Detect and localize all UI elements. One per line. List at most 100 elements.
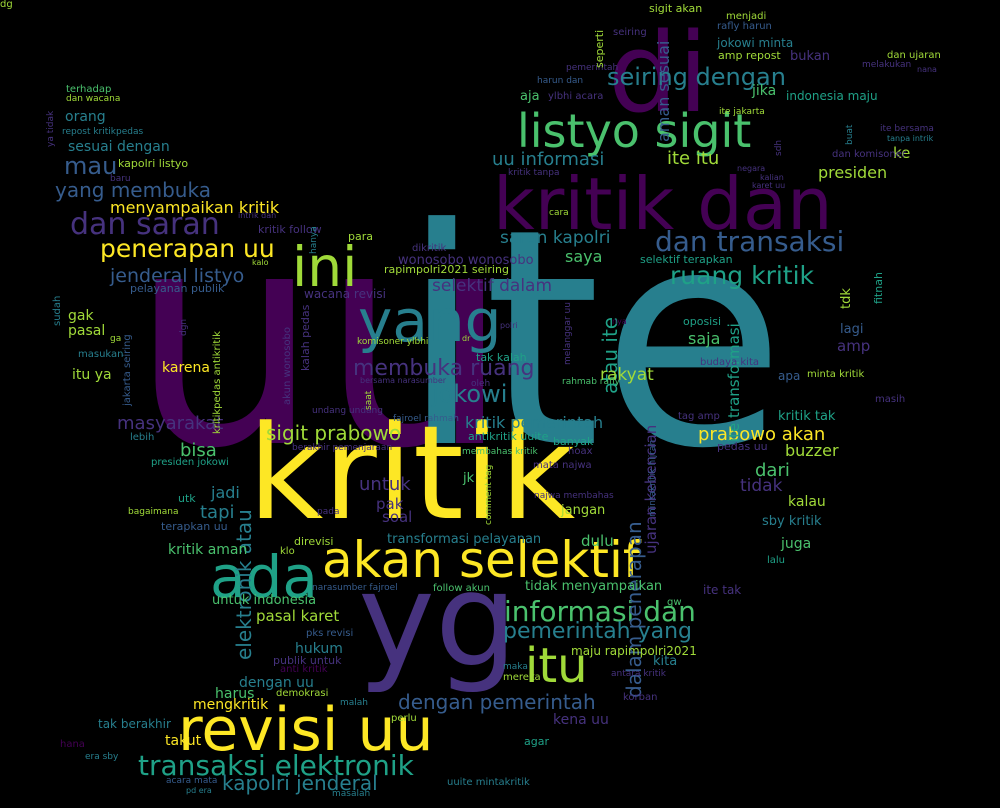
cloud-word-repost-kritikpedas: repost kritikpedas (62, 127, 144, 137)
cloud-word-amp: amp (837, 337, 871, 355)
cloud-word-ite-itu: ite itu (667, 148, 720, 169)
cloud-word-tdk: tdk (839, 288, 854, 310)
cloud-word-itu: itu (525, 638, 588, 694)
cloud-word-ylbhi-acara: ylbhi acara (548, 91, 604, 102)
cloud-word-utk: utk (178, 492, 196, 505)
cloud-word-hoax: hoax (568, 446, 593, 457)
cloud-word-listyo-sigit: listyo sigit (517, 104, 752, 158)
cloud-word-aman-sesuai: aman sesuai (654, 40, 673, 142)
cloud-word-jokowi: jokowi (432, 380, 508, 408)
cloud-word-di: di (608, 9, 709, 137)
cloud-word-masih: masih (875, 394, 906, 405)
cloud-word-sudah: sudah (52, 295, 63, 326)
cloud-word-acara-mata: acara mata (166, 776, 218, 786)
cloud-word-berakhir-pemenjaraan: berakhir pemenjaraan (292, 443, 393, 453)
cloud-word-pedas-uu: pedas uu (717, 440, 768, 453)
cloud-word-dan-wacana: dan wacana (66, 94, 121, 104)
cloud-word-akan-selektif: akan selektif (322, 531, 641, 589)
cloud-word-minta-kritik: minta kritik (807, 369, 865, 380)
cloud-word-direvisi: direvisi (294, 535, 334, 548)
cloud-word-karena: karena (162, 360, 210, 376)
cloud-word-tak-kalah: tak kalah (476, 351, 527, 364)
cloud-word-amp-repost: amp repost (718, 49, 781, 62)
cloud-word-masukan: masukan (78, 349, 124, 360)
cloud-word-pelayanan-publik: pelayanan publik (130, 282, 225, 295)
cloud-word-seperti: seperti (593, 30, 606, 69)
cloud-word-kalo: kalo (252, 258, 269, 267)
cloud-word-tidak: tidak (740, 476, 783, 496)
cloud-word-elektronik-atau: elektronik atau (232, 509, 256, 660)
cloud-word-demokrasi: demokrasi (276, 688, 329, 699)
cloud-word-juga: juga (781, 536, 812, 552)
cloud-word-wacana-revisi: wacana revisi (304, 287, 386, 301)
cloud-word-oposisi: oposisi (683, 315, 722, 328)
cloud-word-menyampaikan-kritik: menyampaikan kritik (110, 198, 280, 217)
cloud-word-seiring-dengan: seiring dengan (607, 63, 786, 91)
cloud-word-soal: soal (382, 508, 413, 526)
cloud-word-nya: nya (612, 317, 627, 326)
cloud-word-harus: harus (215, 686, 255, 702)
cloud-word-dan-komisoner: dan komisoner (832, 149, 906, 160)
cloud-word-akun-wonosobo: akun wonosobo (282, 326, 293, 405)
cloud-word-uuite-mintakritik: uuite mintakritik (447, 777, 530, 788)
cloud-word-buzzer: buzzer (785, 441, 839, 460)
cloud-word-jakarta-seiring: jakarta seiring (122, 334, 133, 406)
cloud-word-informasi-dan: informasi dan (504, 595, 696, 628)
cloud-word-ite-tak: ite tak (703, 583, 742, 597)
cloud-word-terhadap: terhadap (66, 84, 112, 95)
cloud-word-indonesia-maju: indonesia maju (786, 89, 878, 103)
cloud-word-dg: dg (0, 0, 13, 10)
cloud-word-ga: ga (110, 334, 122, 344)
cloud-word-kita: kita (653, 654, 678, 669)
cloud-word-untuk: untuk (359, 474, 411, 495)
cloud-word-selektif-dalam: selektif dalam (432, 276, 553, 296)
cloud-word-melanggar-uu: melanggar uu (563, 301, 573, 365)
cloud-word-klo: klo (280, 546, 295, 557)
cloud-word-ite-bersama: ite bersama (880, 124, 934, 134)
cloud-word-pemerintah: pemerintah (566, 63, 619, 73)
cloud-word-polri: polri (500, 321, 518, 330)
cloud-word-dan-ujaran: dan ujaran (887, 50, 941, 61)
cloud-word-kritik-follow: kritik follow (258, 223, 322, 236)
cloud-word-pada: pada (317, 507, 340, 517)
cloud-word-kapolri-listyo: kapolri listyo (118, 157, 189, 170)
cloud-word-tanpa-intrik: tanpa intrik (887, 134, 934, 143)
cloud-word-kritik-pemerintah: kritik pemerintah (465, 413, 604, 432)
cloud-word-undang-undang: undang undang (312, 406, 383, 416)
cloud-word-pks-revisi: pks revisi (306, 628, 354, 639)
cloud-word-ini: ini (292, 235, 358, 299)
cloud-word-membahas-kritik: membahas kritik (462, 447, 538, 457)
cloud-word-mau: mau (64, 152, 118, 180)
cloud-word-komisoner-ylbhi: komisoner ylbhi (357, 337, 429, 347)
cloud-word-najwa-membahas: najwa membahas (534, 491, 614, 501)
cloud-word-yg: yg (358, 544, 518, 696)
cloud-word-hanya: hanya (309, 226, 319, 254)
cloud-word-wonosobo-wonosobo: wonosobo wonosobo (398, 253, 534, 268)
cloud-word-kalian: kalian (760, 173, 784, 182)
cloud-word-mata-najwa: mata najwa (533, 460, 592, 471)
cloud-word-rafly-harun: rafly harun (717, 21, 772, 32)
cloud-word-pak: pak (376, 495, 404, 513)
cloud-word-narasumber-fajroel: narasumber fajroel (312, 583, 398, 593)
cloud-word-mintakritik-hijrah: mintakritik hijrah (648, 440, 658, 518)
cloud-word-agar: agar (524, 735, 549, 748)
cloud-word-gak: gak (68, 308, 94, 324)
cloud-word-masalah: masalah (332, 789, 371, 799)
cloud-word-mereka: mereka (503, 672, 541, 683)
cloud-word-ite: ite (400, 165, 786, 514)
cloud-word-harun-dan: harun dan (537, 76, 584, 86)
cloud-word-pasal: pasal (68, 323, 106, 339)
cloud-word-pd-era: pd era (186, 786, 212, 795)
cloud-word-maju-rapimpolri2021: maju rapimpolri2021 (571, 644, 697, 658)
cloud-word-yang: yang (358, 287, 502, 355)
cloud-word-saya: saya (565, 247, 603, 266)
cloud-word-uu: uu (130, 165, 511, 514)
cloud-word-anti-kritik: anti kritik (280, 664, 328, 675)
cloud-word-saja: saja (688, 329, 721, 348)
cloud-word-kritik-dan: kritik dan (493, 162, 833, 246)
cloud-word-revisi-uu: revisi uu (178, 695, 434, 765)
cloud-word-jika: jika (752, 83, 777, 99)
cloud-word-dengan-pemerintah: dengan pemerintah (398, 690, 596, 714)
cloud-word-fajroel-rahmah: fajroel rahmah (393, 414, 459, 424)
